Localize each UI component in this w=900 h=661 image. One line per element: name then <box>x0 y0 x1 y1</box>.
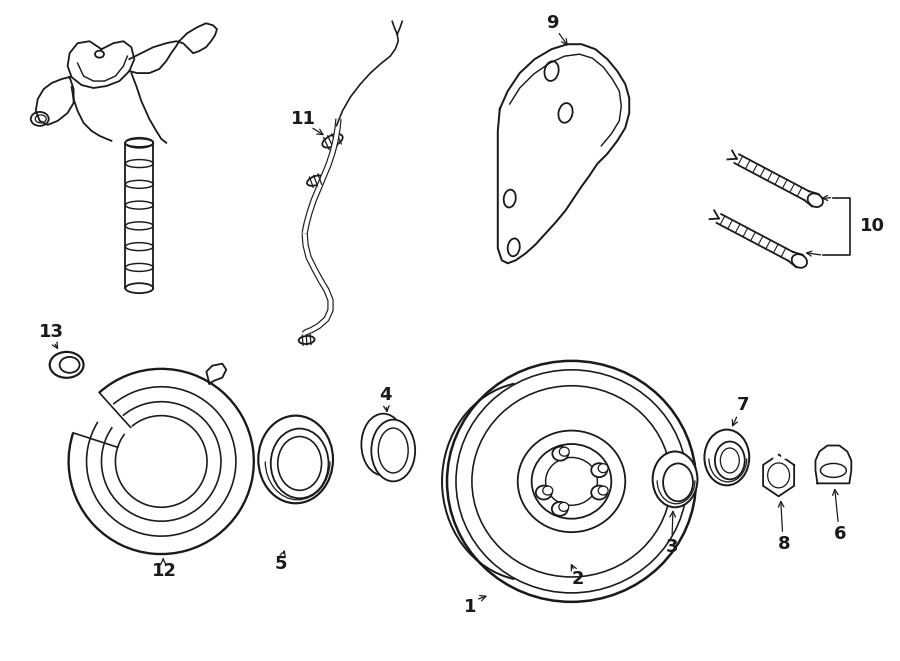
Ellipse shape <box>720 448 739 473</box>
Ellipse shape <box>598 464 608 473</box>
Ellipse shape <box>456 370 687 593</box>
Ellipse shape <box>591 486 608 500</box>
Ellipse shape <box>278 436 321 490</box>
Ellipse shape <box>378 428 409 473</box>
Ellipse shape <box>50 352 84 378</box>
Text: 6: 6 <box>834 525 847 543</box>
Text: 12: 12 <box>152 562 176 580</box>
Ellipse shape <box>518 430 626 532</box>
Ellipse shape <box>652 451 698 507</box>
Ellipse shape <box>559 502 569 512</box>
Text: 4: 4 <box>379 386 392 404</box>
Text: 3: 3 <box>666 538 679 556</box>
Ellipse shape <box>504 190 516 208</box>
Polygon shape <box>498 44 629 263</box>
Ellipse shape <box>59 357 79 373</box>
Polygon shape <box>763 455 794 496</box>
Ellipse shape <box>807 194 823 207</box>
Ellipse shape <box>792 254 807 268</box>
Text: 1: 1 <box>464 598 476 616</box>
Ellipse shape <box>125 264 153 272</box>
Ellipse shape <box>125 159 153 167</box>
Ellipse shape <box>372 420 415 481</box>
Ellipse shape <box>322 134 343 147</box>
Ellipse shape <box>544 61 559 81</box>
Ellipse shape <box>532 444 611 519</box>
Ellipse shape <box>553 447 568 461</box>
Ellipse shape <box>299 336 314 344</box>
Ellipse shape <box>598 486 608 495</box>
Ellipse shape <box>559 447 570 456</box>
Text: 8: 8 <box>778 535 791 553</box>
Ellipse shape <box>31 112 49 126</box>
Ellipse shape <box>271 428 328 498</box>
Polygon shape <box>815 446 851 483</box>
Ellipse shape <box>35 115 46 123</box>
Ellipse shape <box>558 103 572 123</box>
Ellipse shape <box>508 239 520 256</box>
Ellipse shape <box>552 502 568 516</box>
Text: 13: 13 <box>40 323 64 341</box>
Ellipse shape <box>125 243 153 251</box>
Text: 2: 2 <box>572 570 584 588</box>
Ellipse shape <box>768 463 789 488</box>
Ellipse shape <box>663 463 693 501</box>
Ellipse shape <box>125 283 153 293</box>
Ellipse shape <box>543 486 553 495</box>
Ellipse shape <box>125 201 153 209</box>
Ellipse shape <box>591 463 608 477</box>
Ellipse shape <box>536 486 552 500</box>
Ellipse shape <box>125 137 153 148</box>
Ellipse shape <box>715 442 745 479</box>
Ellipse shape <box>705 430 749 485</box>
Text: 5: 5 <box>274 555 287 573</box>
Ellipse shape <box>258 416 333 503</box>
Text: 10: 10 <box>860 217 886 235</box>
Text: 7: 7 <box>736 396 749 414</box>
Ellipse shape <box>362 414 405 475</box>
Ellipse shape <box>472 386 671 577</box>
Ellipse shape <box>307 175 324 186</box>
Text: 11: 11 <box>291 110 316 128</box>
Ellipse shape <box>447 361 696 602</box>
Ellipse shape <box>125 139 153 147</box>
Ellipse shape <box>125 180 153 188</box>
Ellipse shape <box>125 222 153 230</box>
Ellipse shape <box>545 457 598 505</box>
Text: 9: 9 <box>546 15 559 32</box>
Ellipse shape <box>821 463 846 477</box>
